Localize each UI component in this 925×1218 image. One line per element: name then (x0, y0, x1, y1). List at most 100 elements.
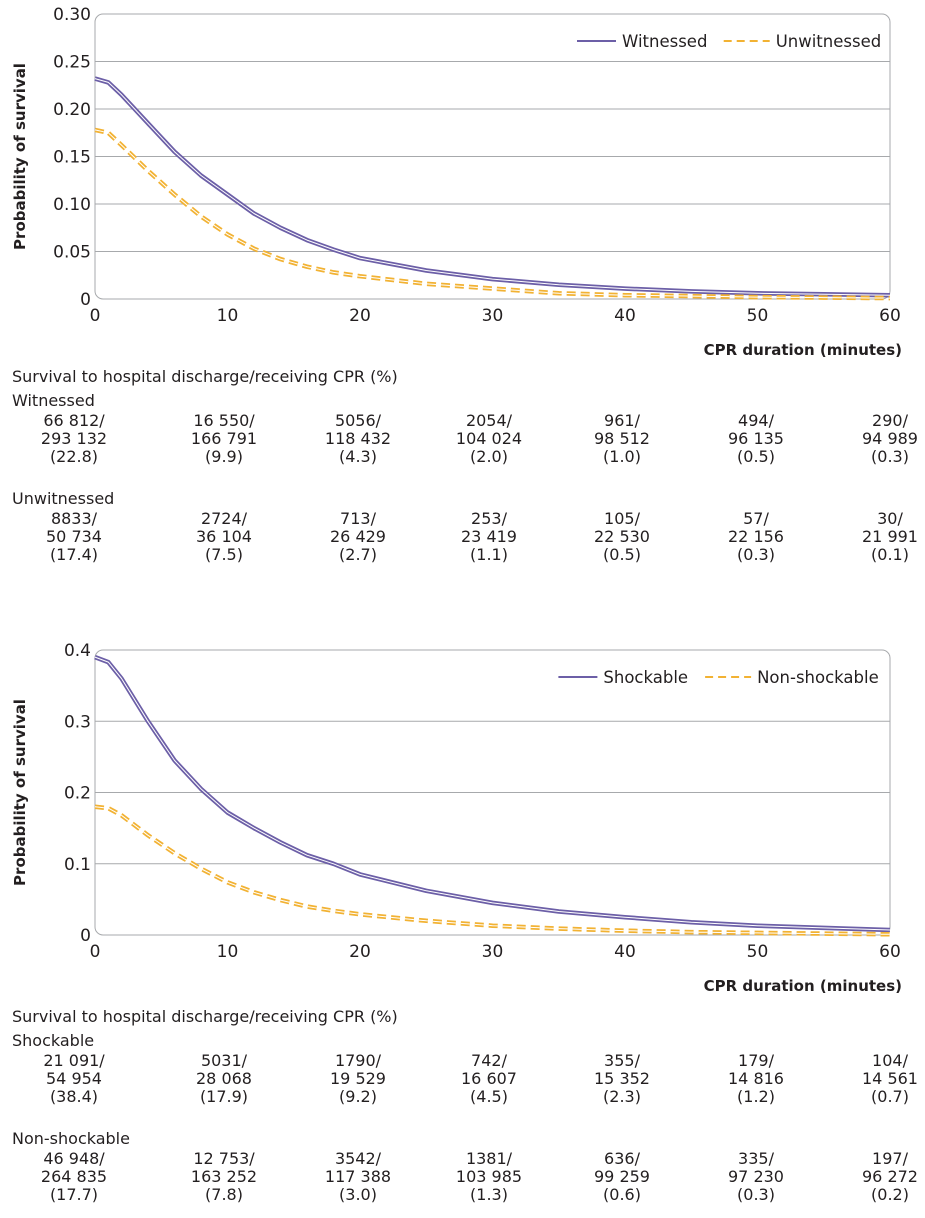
table-cell: 97 230 (728, 1167, 784, 1186)
table-cell: 94 989 (862, 429, 918, 448)
table-cell: 335/ (738, 1149, 774, 1168)
table-cell: 636/ (604, 1149, 640, 1168)
x-tick-label: 40 (614, 942, 636, 962)
table-cell: 1790/ (334, 1051, 382, 1070)
table-cell: (4.5) (470, 1087, 508, 1106)
table-cell: 355/ (604, 1051, 640, 1070)
table-cell: 57/ (743, 509, 769, 528)
series-line-inner-shockable (94, 656, 891, 931)
x-tick-label: 0 (90, 306, 101, 326)
table-cell: (22.8) (49, 447, 99, 466)
table-cell: 166 791 (190, 429, 258, 448)
table-cell: 494/ (738, 411, 774, 430)
table-cell: 163 252 (190, 1167, 258, 1186)
x-tick-label: 50 (747, 306, 769, 326)
table-header: Survival to hospital discharge/receiving… (12, 367, 398, 386)
table-cell: (3.0) (339, 1185, 377, 1204)
table-cell: (4.3) (339, 447, 377, 466)
table-group-label: Non-shockable (12, 1129, 130, 1148)
table-cell: (0.2) (871, 1185, 909, 1204)
x-tick-label: 0 (90, 942, 101, 962)
table-header: Survival to hospital discharge/receiving… (12, 1007, 398, 1026)
x-tick-label: 40 (614, 306, 636, 326)
table-cell: (2.7) (339, 545, 377, 564)
y-tick-label: 0 (80, 290, 91, 310)
table-cell: 16 607 (461, 1069, 517, 1088)
table-cell: 290/ (872, 411, 908, 430)
table-shockable-nonshockable: Survival to hospital discharge/receiving… (0, 1000, 925, 1218)
table-cell: 742/ (471, 1051, 507, 1070)
table-cell: 2054/ (465, 411, 513, 430)
table-cell: 104 024 (455, 429, 523, 448)
table-cell: 293 132 (40, 429, 108, 448)
table-cell: 713/ (340, 509, 376, 528)
table-cell: (17.4) (49, 545, 99, 564)
y-tick-label: 0.15 (53, 148, 91, 168)
table-cell: 1381/ (465, 1149, 513, 1168)
table-cell: (0.6) (603, 1185, 641, 1204)
table-cell: 96 272 (862, 1167, 918, 1186)
table-cell: 103 985 (455, 1167, 523, 1186)
y-tick-label: 0.2 (64, 784, 91, 804)
y-tick-label: 0.3 (64, 712, 91, 732)
table-cell: 14 816 (728, 1069, 784, 1088)
table-cell: (1.0) (603, 447, 641, 466)
table-cell: 30/ (877, 509, 903, 528)
table-cell: (38.4) (49, 1087, 99, 1106)
table-cell: (17.9) (199, 1087, 249, 1106)
table-cell: 253/ (471, 509, 507, 528)
x-axis-label: CPR duration (minutes) (704, 977, 902, 995)
table-cell: 98 512 (594, 429, 650, 448)
table-cell: (17.7) (49, 1185, 99, 1204)
table-cell: 961/ (604, 411, 640, 430)
table-cell: (0.5) (737, 447, 775, 466)
x-tick-label: 10 (217, 306, 239, 326)
table-cell: 19 529 (330, 1069, 386, 1088)
table-cell: (2.3) (603, 1087, 641, 1106)
table-cell: (2.0) (470, 447, 508, 466)
table-cell: (7.8) (205, 1185, 243, 1204)
table-cell: (0.7) (871, 1087, 909, 1106)
table-cell: 16 550/ (193, 411, 255, 430)
x-tick-label: 20 (349, 942, 371, 962)
table-cell: 15 352 (594, 1069, 650, 1088)
x-tick-label: 60 (879, 306, 901, 326)
table-cell: 8833/ (50, 509, 98, 528)
table-cell: 264 835 (40, 1167, 108, 1186)
y-tick-label: 0.1 (64, 855, 91, 875)
table-cell: (1.2) (737, 1087, 775, 1106)
y-tick-label: 0.25 (53, 53, 91, 73)
y-tick-label: 0.4 (64, 641, 91, 661)
table-cell: (0.3) (737, 1185, 775, 1204)
table-cell: (1.1) (470, 545, 508, 564)
table-cell: 96 135 (728, 429, 784, 448)
legend-label: Unwitnessed (776, 32, 882, 51)
legend-label: Non-shockable (757, 668, 879, 687)
table-cell: 28 068 (196, 1069, 252, 1088)
table-cell: 14 561 (862, 1069, 918, 1088)
x-tick-label: 50 (747, 942, 769, 962)
legend-label: Witnessed (622, 32, 707, 51)
table-cell: 5056/ (334, 411, 382, 430)
x-tick-label: 30 (482, 942, 504, 962)
series-line-inner-witnessed (94, 78, 891, 296)
table-cell: 54 954 (46, 1069, 102, 1088)
table-cell: (0.3) (737, 545, 775, 564)
table-cell: 26 429 (330, 527, 386, 546)
chart-shockable-nonshockable: 0 0.1 0.2 0.3 0.4 0 10 20 30 40 50 60 Probability of… (11, 641, 902, 995)
y-axis-label: Probability of survival (11, 63, 29, 250)
x-tick-label: 60 (879, 942, 901, 962)
table-cell: 21 091/ (43, 1051, 105, 1070)
y-axis-label: Probability of survival (11, 699, 29, 886)
table-cell: (9.2) (339, 1087, 377, 1106)
series-line-inner-unwitnessed (94, 129, 891, 299)
table-cell: (0.1) (871, 545, 909, 564)
table-cell: 3542/ (334, 1149, 382, 1168)
table-cell: 179/ (738, 1051, 774, 1070)
table-cell: 118 432 (324, 429, 392, 448)
table-cell: 23 419 (461, 527, 517, 546)
legend-label: Shockable (603, 668, 688, 687)
table-cell: (1.3) (470, 1185, 508, 1204)
table-cell: 99 259 (594, 1167, 650, 1186)
table-cell: 117 388 (324, 1167, 392, 1186)
